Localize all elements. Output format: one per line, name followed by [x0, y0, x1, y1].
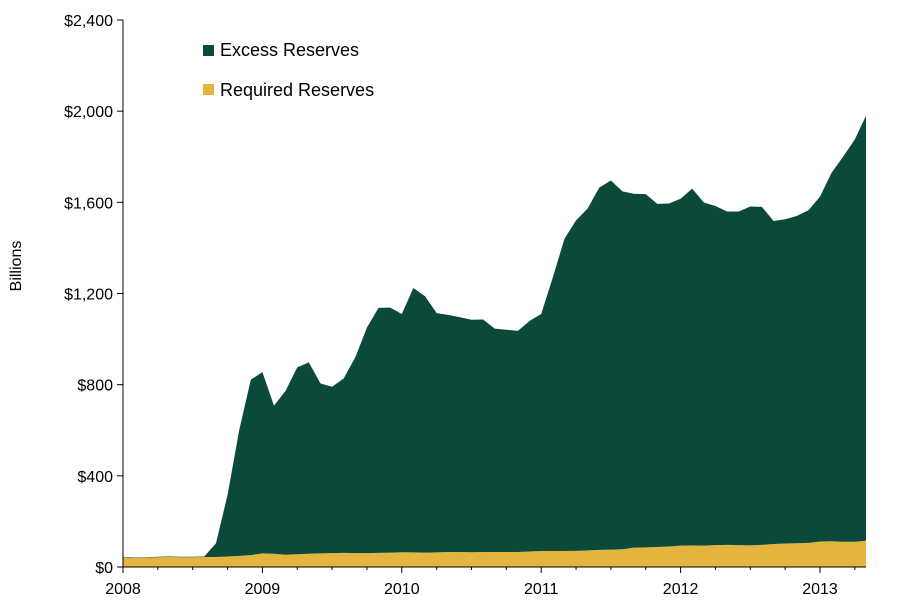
area-layer [123, 115, 866, 567]
x-tick-label: 2011 [524, 581, 559, 598]
x-tick-label: 2009 [245, 581, 281, 598]
x-tick-label: 2010 [384, 581, 420, 598]
y-tick-label: $1,600 [64, 195, 113, 212]
y-tick-label: $400 [77, 469, 113, 486]
legend-label-required-reserves: Required Reserves [220, 80, 374, 100]
axes: $0 $400 $800 $1,200 $1,600 $2,000 $2,400 2008 20… [64, 13, 866, 598]
y-tick-label: $0 [95, 560, 113, 577]
legend-swatch-required-reserves [203, 84, 214, 95]
area-excess-reserves [123, 115, 866, 558]
area-required-reserves [123, 540, 866, 567]
x-tick-label: 2008 [105, 581, 141, 598]
y-tick-label: $2,000 [64, 104, 113, 121]
x-tick-label: 2013 [802, 581, 838, 598]
x-tick-label: 2012 [663, 581, 699, 598]
legend: Excess Reserves Required Reserves [203, 40, 374, 100]
y-tick-label: $2,400 [64, 13, 113, 30]
legend-label-excess-reserves: Excess Reserves [220, 40, 359, 60]
y-tick-label: $1,200 [64, 287, 113, 304]
y-axis-label: Billions [8, 241, 25, 292]
y-tick-label: $800 [77, 378, 113, 395]
legend-swatch-excess-reserves [203, 45, 214, 56]
